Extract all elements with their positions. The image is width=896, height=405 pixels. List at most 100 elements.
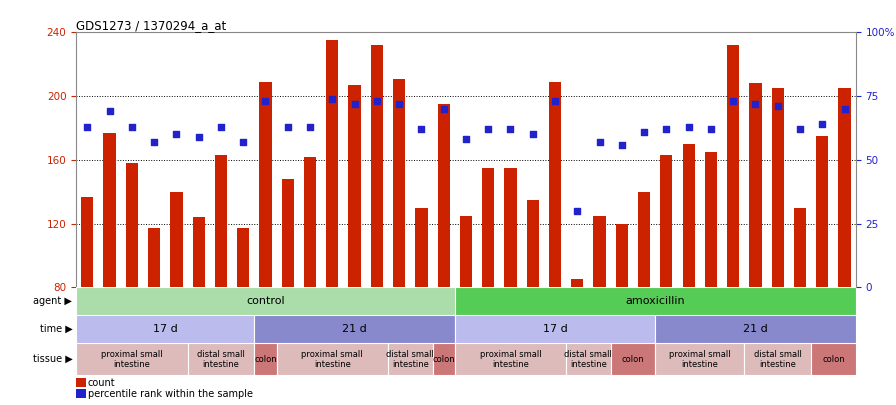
Text: 17 d: 17 d [543, 324, 567, 334]
Text: distal small
intestine: distal small intestine [197, 350, 245, 369]
Point [258, 98, 272, 104]
Bar [455, 343, 566, 375]
Bar [76, 288, 455, 315]
Text: proximal small
intestine: proximal small intestine [101, 350, 163, 369]
Bar [705, 152, 717, 288]
Bar [749, 83, 762, 288]
Bar [125, 163, 138, 288]
Point [147, 139, 161, 145]
Bar [215, 155, 227, 288]
Point [793, 126, 807, 132]
Point [771, 103, 785, 110]
Text: distal small
intestine: distal small intestine [754, 350, 802, 369]
Bar [611, 343, 655, 375]
Bar [254, 315, 455, 343]
Bar [460, 215, 472, 288]
Bar [839, 88, 850, 288]
Bar [504, 168, 517, 288]
Bar [393, 79, 405, 288]
Bar [433, 343, 455, 375]
Bar [437, 104, 450, 288]
Bar [170, 192, 183, 288]
Text: distal small
intestine: distal small intestine [386, 350, 435, 369]
Point [392, 100, 406, 107]
Text: time ▶: time ▶ [39, 324, 73, 334]
Text: 21 d: 21 d [342, 324, 367, 334]
Bar [482, 168, 495, 288]
Point [436, 106, 451, 112]
Point [459, 136, 473, 143]
Point [348, 100, 362, 107]
Bar [82, 196, 93, 288]
Bar [566, 343, 611, 375]
Bar [527, 200, 538, 288]
Bar [727, 45, 739, 288]
Point [504, 126, 518, 132]
Text: colon: colon [254, 355, 277, 364]
Text: colon: colon [622, 355, 644, 364]
Text: tissue ▶: tissue ▶ [32, 354, 73, 364]
Bar [76, 315, 254, 343]
Bar [455, 288, 856, 315]
Bar [76, 378, 85, 387]
Bar [683, 144, 694, 288]
Bar [187, 343, 254, 375]
Point [659, 126, 674, 132]
Text: percentile rank within the sample: percentile rank within the sample [88, 389, 253, 399]
Point [547, 98, 562, 104]
Point [570, 208, 584, 214]
Bar [237, 228, 249, 288]
Point [325, 96, 340, 102]
Bar [371, 45, 383, 288]
Point [526, 131, 540, 138]
Bar [745, 343, 811, 375]
Bar [811, 343, 856, 375]
Bar [638, 192, 650, 288]
Bar [571, 279, 583, 288]
Bar [349, 85, 361, 288]
Text: 17 d: 17 d [153, 324, 177, 334]
Bar [660, 155, 673, 288]
Text: amoxicillin: amoxicillin [625, 296, 685, 306]
Bar [148, 228, 160, 288]
Text: count: count [88, 377, 116, 388]
Point [214, 124, 228, 130]
Bar [254, 343, 277, 375]
Bar [816, 136, 829, 288]
Bar [593, 215, 606, 288]
Point [370, 98, 384, 104]
Point [102, 108, 116, 115]
Point [637, 129, 651, 135]
Point [481, 126, 495, 132]
Bar [76, 390, 85, 399]
Point [592, 139, 607, 145]
Point [125, 124, 139, 130]
Point [303, 124, 317, 130]
Point [838, 106, 852, 112]
Bar [277, 343, 388, 375]
Point [726, 98, 740, 104]
Bar [281, 179, 294, 288]
Text: GDS1273 / 1370294_a_at: GDS1273 / 1370294_a_at [76, 19, 227, 32]
Point [192, 134, 206, 140]
Point [615, 141, 629, 148]
Point [280, 124, 295, 130]
Text: control: control [246, 296, 285, 306]
Bar [304, 157, 316, 288]
Text: proximal small
intestine: proximal small intestine [669, 350, 730, 369]
Point [80, 124, 94, 130]
Point [682, 124, 696, 130]
Point [414, 126, 428, 132]
Bar [259, 82, 271, 288]
Bar [326, 40, 339, 288]
Text: proximal small
intestine: proximal small intestine [479, 350, 541, 369]
Text: 21 d: 21 d [743, 324, 768, 334]
Bar [794, 208, 806, 288]
Bar [655, 315, 856, 343]
Text: agent ▶: agent ▶ [33, 296, 73, 306]
Bar [193, 217, 205, 288]
Bar [388, 343, 433, 375]
Point [236, 139, 250, 145]
Bar [771, 88, 784, 288]
Bar [655, 343, 745, 375]
